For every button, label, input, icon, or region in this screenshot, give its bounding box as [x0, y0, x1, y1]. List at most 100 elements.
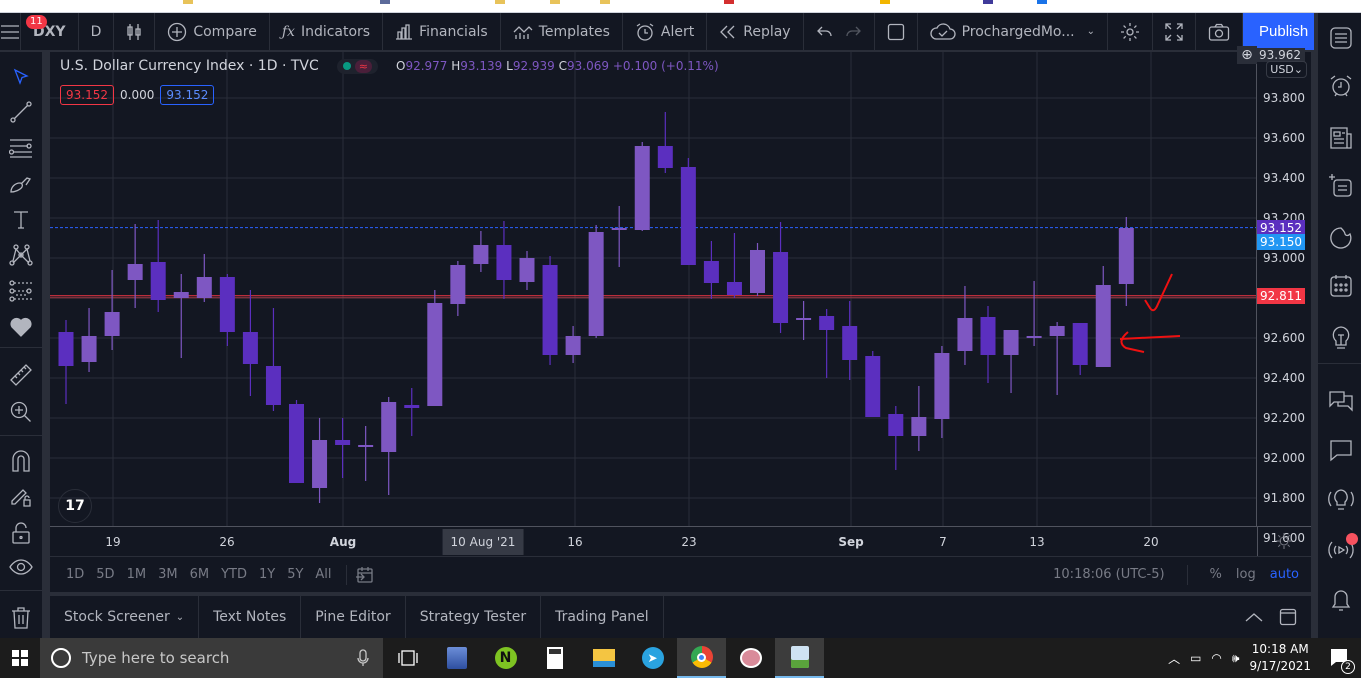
text-tool[interactable]: [8, 207, 34, 233]
taskbar-app-chrome[interactable]: [677, 638, 726, 678]
taskbar-app-network[interactable]: [432, 638, 481, 678]
taskbar-app-snipping-tool[interactable]: [726, 638, 775, 678]
settings-button[interactable]: [1108, 13, 1153, 50]
volume-icon[interactable]: 🕪: [1231, 650, 1240, 665]
prediction-tool[interactable]: [8, 278, 34, 304]
cursor-tool[interactable]: [8, 64, 34, 90]
price-axis[interactable]: ⊕ 93.962 USD⌄ 93.800 93.600 93.400 93.200 93…: [1237, 46, 1311, 545]
hotlists-button[interactable]: [1326, 223, 1356, 253]
clock-timezone[interactable]: 10:18:06 (UTC-5): [1053, 567, 1165, 582]
redo-icon[interactable]: [845, 25, 862, 39]
range-button-all[interactable]: All: [315, 567, 332, 582]
remove-drawings-tool[interactable]: [8, 605, 34, 631]
hide-drawings-tool[interactable]: [8, 555, 34, 581]
favorites-tool[interactable]: [8, 314, 34, 340]
bookmark-icon[interactable]: [183, 0, 193, 4]
percent-scale-toggle[interactable]: %: [1209, 567, 1222, 582]
bookmark-icon[interactable]: [600, 0, 610, 4]
battery-icon[interactable]: ▭: [1190, 651, 1202, 665]
market-status-pill[interactable]: ≈: [336, 58, 378, 74]
private-chats-button[interactable]: [1326, 435, 1356, 465]
range-button-3m[interactable]: 3M: [158, 567, 178, 582]
watchlist-button[interactable]: [1326, 23, 1356, 53]
data-window-button[interactable]: [1326, 171, 1356, 201]
interval-button[interactable]: D: [79, 13, 115, 50]
bookmark-icon[interactable]: [724, 0, 734, 4]
log-scale-toggle[interactable]: log: [1235, 567, 1256, 582]
chart-type-button[interactable]: [114, 13, 156, 50]
ideas-button[interactable]: [1326, 323, 1356, 353]
tab-pine-editor[interactable]: Pine Editor: [301, 596, 406, 638]
tab-stock-screener[interactable]: Stock Screener ⌄: [50, 596, 200, 638]
indicators-button[interactable]: ƒx Indicators: [270, 13, 384, 50]
system-clock[interactable]: 10:18 AM 9/17/2021: [1249, 641, 1311, 675]
streams-button[interactable]: [1326, 485, 1356, 515]
broadcast-button[interactable]: [1326, 533, 1358, 565]
layout-select-button[interactable]: [875, 13, 918, 50]
snapshot-button[interactable]: [1196, 13, 1243, 50]
lock-drawings-tool[interactable]: [8, 520, 34, 546]
pattern-tool[interactable]: [8, 242, 34, 268]
maximize-panel-icon[interactable]: [1279, 608, 1297, 626]
chart-plot-area[interactable]: U.S. Dollar Currency Index · 1D · TVC ≈ …: [50, 52, 1257, 526]
bookmark-icon[interactable]: [880, 0, 890, 4]
replay-button[interactable]: Replay: [707, 13, 804, 50]
range-button-5d[interactable]: 5D: [96, 567, 115, 582]
taskbar-app-calculator[interactable]: [530, 638, 579, 678]
range-button-1y[interactable]: 1Y: [258, 567, 276, 582]
news-button[interactable]: [1326, 123, 1356, 153]
tab-trading-panel[interactable]: Trading Panel: [541, 596, 664, 638]
taskbar-app-file-explorer[interactable]: [579, 638, 628, 678]
time-axis[interactable]: 19 26 Aug 16 23 Sep 7 13 20 10 Aug '21: [50, 526, 1311, 557]
alerts-button[interactable]: [1326, 71, 1356, 101]
fib-tool[interactable]: [8, 135, 34, 161]
zoom-in-tool[interactable]: [8, 399, 34, 425]
main-menu-button[interactable]: 11: [0, 13, 47, 50]
taskbar-app-telegram[interactable]: ➤: [628, 638, 677, 678]
range-button-1d[interactable]: 1D: [66, 567, 85, 582]
brush-tool[interactable]: [8, 171, 34, 197]
notifications-button[interactable]: [1326, 585, 1356, 615]
tradingview-logo[interactable]: 17: [58, 489, 92, 523]
alert-button[interactable]: Alert: [623, 13, 708, 50]
auto-scale-toggle[interactable]: auto: [1269, 567, 1299, 582]
bookmark-icon[interactable]: [983, 0, 993, 4]
currency-select[interactable]: USD⌄: [1266, 61, 1307, 78]
bookmark-icon[interactable]: [380, 0, 390, 4]
task-view-button[interactable]: [383, 638, 432, 678]
fullscreen-button[interactable]: [1153, 13, 1196, 50]
magnet-tool[interactable]: [8, 448, 34, 474]
bookmark-icon[interactable]: [1037, 0, 1047, 4]
bookmark-icon[interactable]: [550, 0, 560, 4]
range-button-1m[interactable]: 1M: [126, 567, 147, 582]
undo-icon[interactable]: [816, 25, 832, 39]
action-center-button[interactable]: 2: [1329, 647, 1355, 674]
range-button-ytd[interactable]: YTD: [221, 567, 247, 582]
chevron-up-icon[interactable]: ︿: [1168, 651, 1181, 666]
templates-button[interactable]: Templates: [501, 13, 623, 50]
add-plus-icon[interactable]: ⊕: [1237, 46, 1257, 64]
tab-strategy-tester[interactable]: Strategy Tester: [406, 596, 542, 638]
taskbar-app-user[interactable]: [775, 638, 824, 678]
financials-button[interactable]: Financials: [383, 13, 501, 50]
calendar-button[interactable]: [1326, 271, 1356, 301]
taskbar-search[interactable]: Type here to search: [40, 638, 383, 678]
taskbar-app-ninja[interactable]: N: [481, 638, 530, 678]
publish-button[interactable]: Publish: [1243, 13, 1325, 50]
axis-settings-button[interactable]: [1275, 532, 1293, 554]
save-layout-button[interactable]: ProchargedMo... ⌄: [918, 13, 1108, 50]
wifi-icon[interactable]: ◠: [1211, 651, 1222, 665]
microphone-icon[interactable]: [357, 649, 369, 667]
range-button-6m[interactable]: 6M: [189, 567, 210, 582]
chevron-up-icon[interactable]: [1245, 612, 1263, 622]
trend-line-tool[interactable]: [8, 99, 34, 125]
stay-in-drawing-mode-tool[interactable]: [8, 484, 34, 510]
chats-button[interactable]: [1326, 385, 1356, 415]
tab-text-notes[interactable]: Text Notes: [199, 596, 302, 638]
start-button[interactable]: [0, 638, 40, 678]
measure-tool[interactable]: [8, 362, 34, 388]
go-to-date-icon[interactable]: [355, 566, 373, 584]
compare-button[interactable]: Compare: [155, 13, 270, 50]
bookmark-icon[interactable]: [495, 0, 505, 4]
range-button-5y[interactable]: 5Y: [287, 567, 304, 582]
